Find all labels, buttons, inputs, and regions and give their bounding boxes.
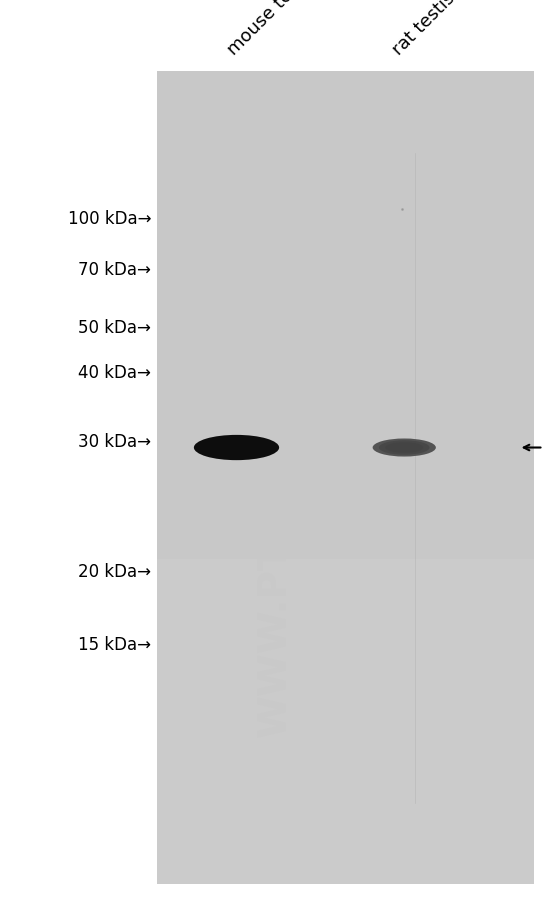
Ellipse shape [379,441,430,456]
Ellipse shape [200,437,273,459]
Text: 30 kDa→: 30 kDa→ [78,433,151,450]
Bar [157,559,534,884]
Text: 40 kDa→: 40 kDa→ [78,364,151,382]
Text: 20 kDa→: 20 kDa→ [78,563,151,580]
Text: 100 kDa→: 100 kDa→ [68,209,151,227]
Text: 70 kDa→: 70 kDa→ [78,261,151,279]
Text: WWW.PTGLAB.COM: WWW.PTGLAB.COM [256,309,294,737]
Text: 15 kDa→: 15 kDa→ [78,636,151,653]
Ellipse shape [209,440,264,456]
Ellipse shape [373,439,436,457]
Ellipse shape [194,436,279,461]
Text: rat testis: rat testis [389,0,458,59]
Text: mouse testis: mouse testis [224,0,318,59]
Ellipse shape [385,443,424,454]
Text: 50 kDa→: 50 kDa→ [78,319,151,336]
Bar [157,72,534,884]
